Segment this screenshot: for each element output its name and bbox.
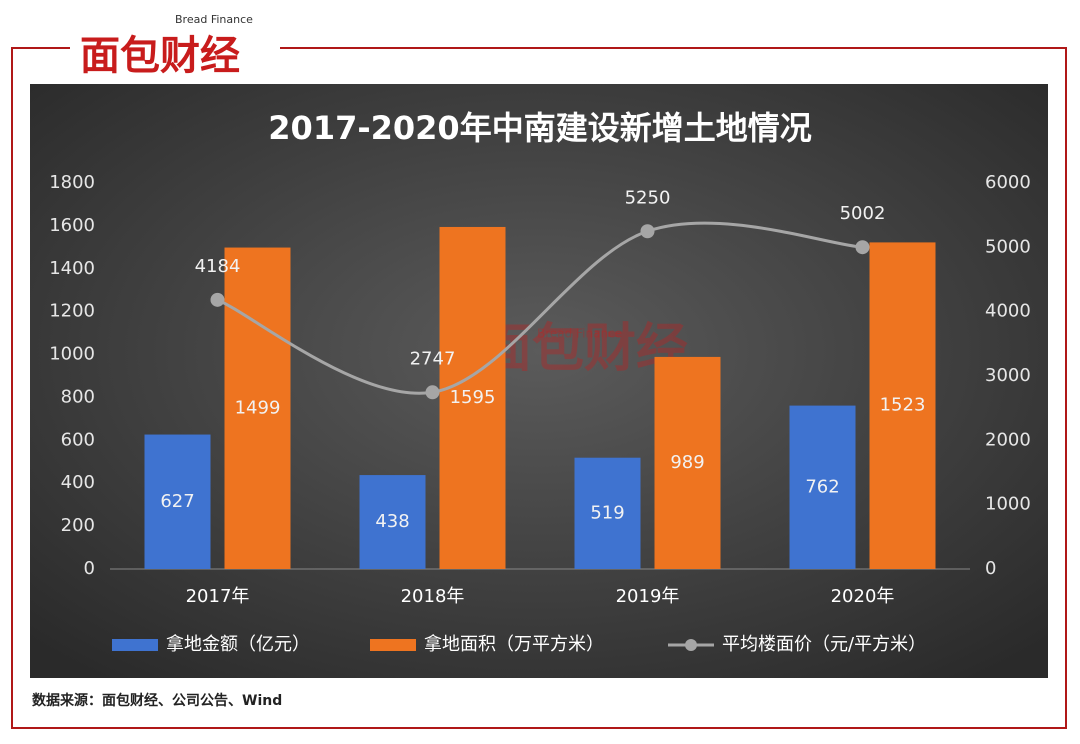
y2-tick-label: 1000: [985, 494, 1031, 515]
y-tick-label: 1000: [49, 344, 95, 365]
line-point: [855, 240, 870, 255]
bar: [789, 405, 856, 569]
bar: [359, 475, 426, 569]
value-label: 5002: [840, 203, 886, 224]
legend-label: 平均楼面价（元/平方米）: [722, 634, 926, 655]
watermark: 面包财经: [480, 319, 688, 379]
legend-label: 拿地金额（亿元）: [166, 633, 310, 655]
x-tick-label: 2017年: [186, 586, 250, 607]
y-tick-label: 1400: [49, 258, 95, 279]
y-tick-label: 800: [61, 386, 95, 407]
y-tick-label: 1600: [49, 215, 95, 236]
watermark-english: Bread Finance: [537, 327, 622, 341]
y2-tick-label: 0: [985, 558, 996, 579]
legend-label: 拿地面积（万平方米）: [424, 633, 604, 655]
legend-swatch: [685, 639, 697, 651]
legend-swatch: [112, 639, 158, 651]
bar: [869, 242, 936, 569]
value-label: 989: [670, 452, 704, 473]
bar: [224, 247, 291, 569]
x-tick-label: 2019年: [616, 586, 680, 607]
plot: 0 200 400 600 800 1000 1200 1400 1600 1800 0 1000 20…: [49, 172, 1031, 655]
legend-swatch: [370, 639, 416, 651]
y2-tick-label: 2000: [985, 429, 1031, 450]
line-point: [640, 224, 655, 239]
value-label: 2747: [410, 348, 456, 369]
y2-tick-label: 3000: [985, 365, 1031, 386]
x-tick-label: 2018年: [401, 586, 465, 607]
value-label: 627: [160, 491, 194, 512]
bar: [574, 457, 641, 569]
value-label: 1595: [450, 387, 496, 408]
bar: [654, 356, 721, 569]
frame: [11, 47, 1067, 729]
bar: [439, 226, 506, 569]
line: [216, 221, 863, 395]
bar: [144, 434, 211, 569]
line-point: [425, 385, 440, 400]
y-tick-label: 200: [61, 515, 95, 536]
logo-english: Bread Finance: [175, 13, 253, 26]
y2-tick-label: 4000: [985, 301, 1031, 322]
x-tick-label: 2020年: [831, 586, 895, 607]
y2-tick-label: 5000: [985, 236, 1031, 257]
y-tick-label: 600: [61, 429, 95, 450]
chart-title: 2017-2020年中南建设新增土地情况: [268, 109, 811, 147]
y2-tick-label: 6000: [985, 172, 1031, 193]
logo: 面包财经: [80, 33, 240, 79]
value-label: 1499: [235, 397, 281, 418]
value-label: 4184: [195, 256, 241, 277]
y-tick-label: 0: [84, 558, 95, 579]
value-label: 1523: [880, 395, 926, 416]
line-point: [210, 292, 225, 307]
logo-backdrop: [70, 30, 280, 82]
value-label: 438: [375, 511, 409, 532]
y-tick-label: 1200: [49, 301, 95, 322]
y-tick-label: 400: [61, 472, 95, 493]
value-label: 519: [590, 502, 624, 523]
value-label: 5250: [625, 187, 671, 208]
source: 数据来源：面包财经、公司公告、Wind: [32, 692, 282, 709]
y-tick-label: 1800: [49, 172, 95, 193]
value-label: 762: [805, 476, 839, 497]
